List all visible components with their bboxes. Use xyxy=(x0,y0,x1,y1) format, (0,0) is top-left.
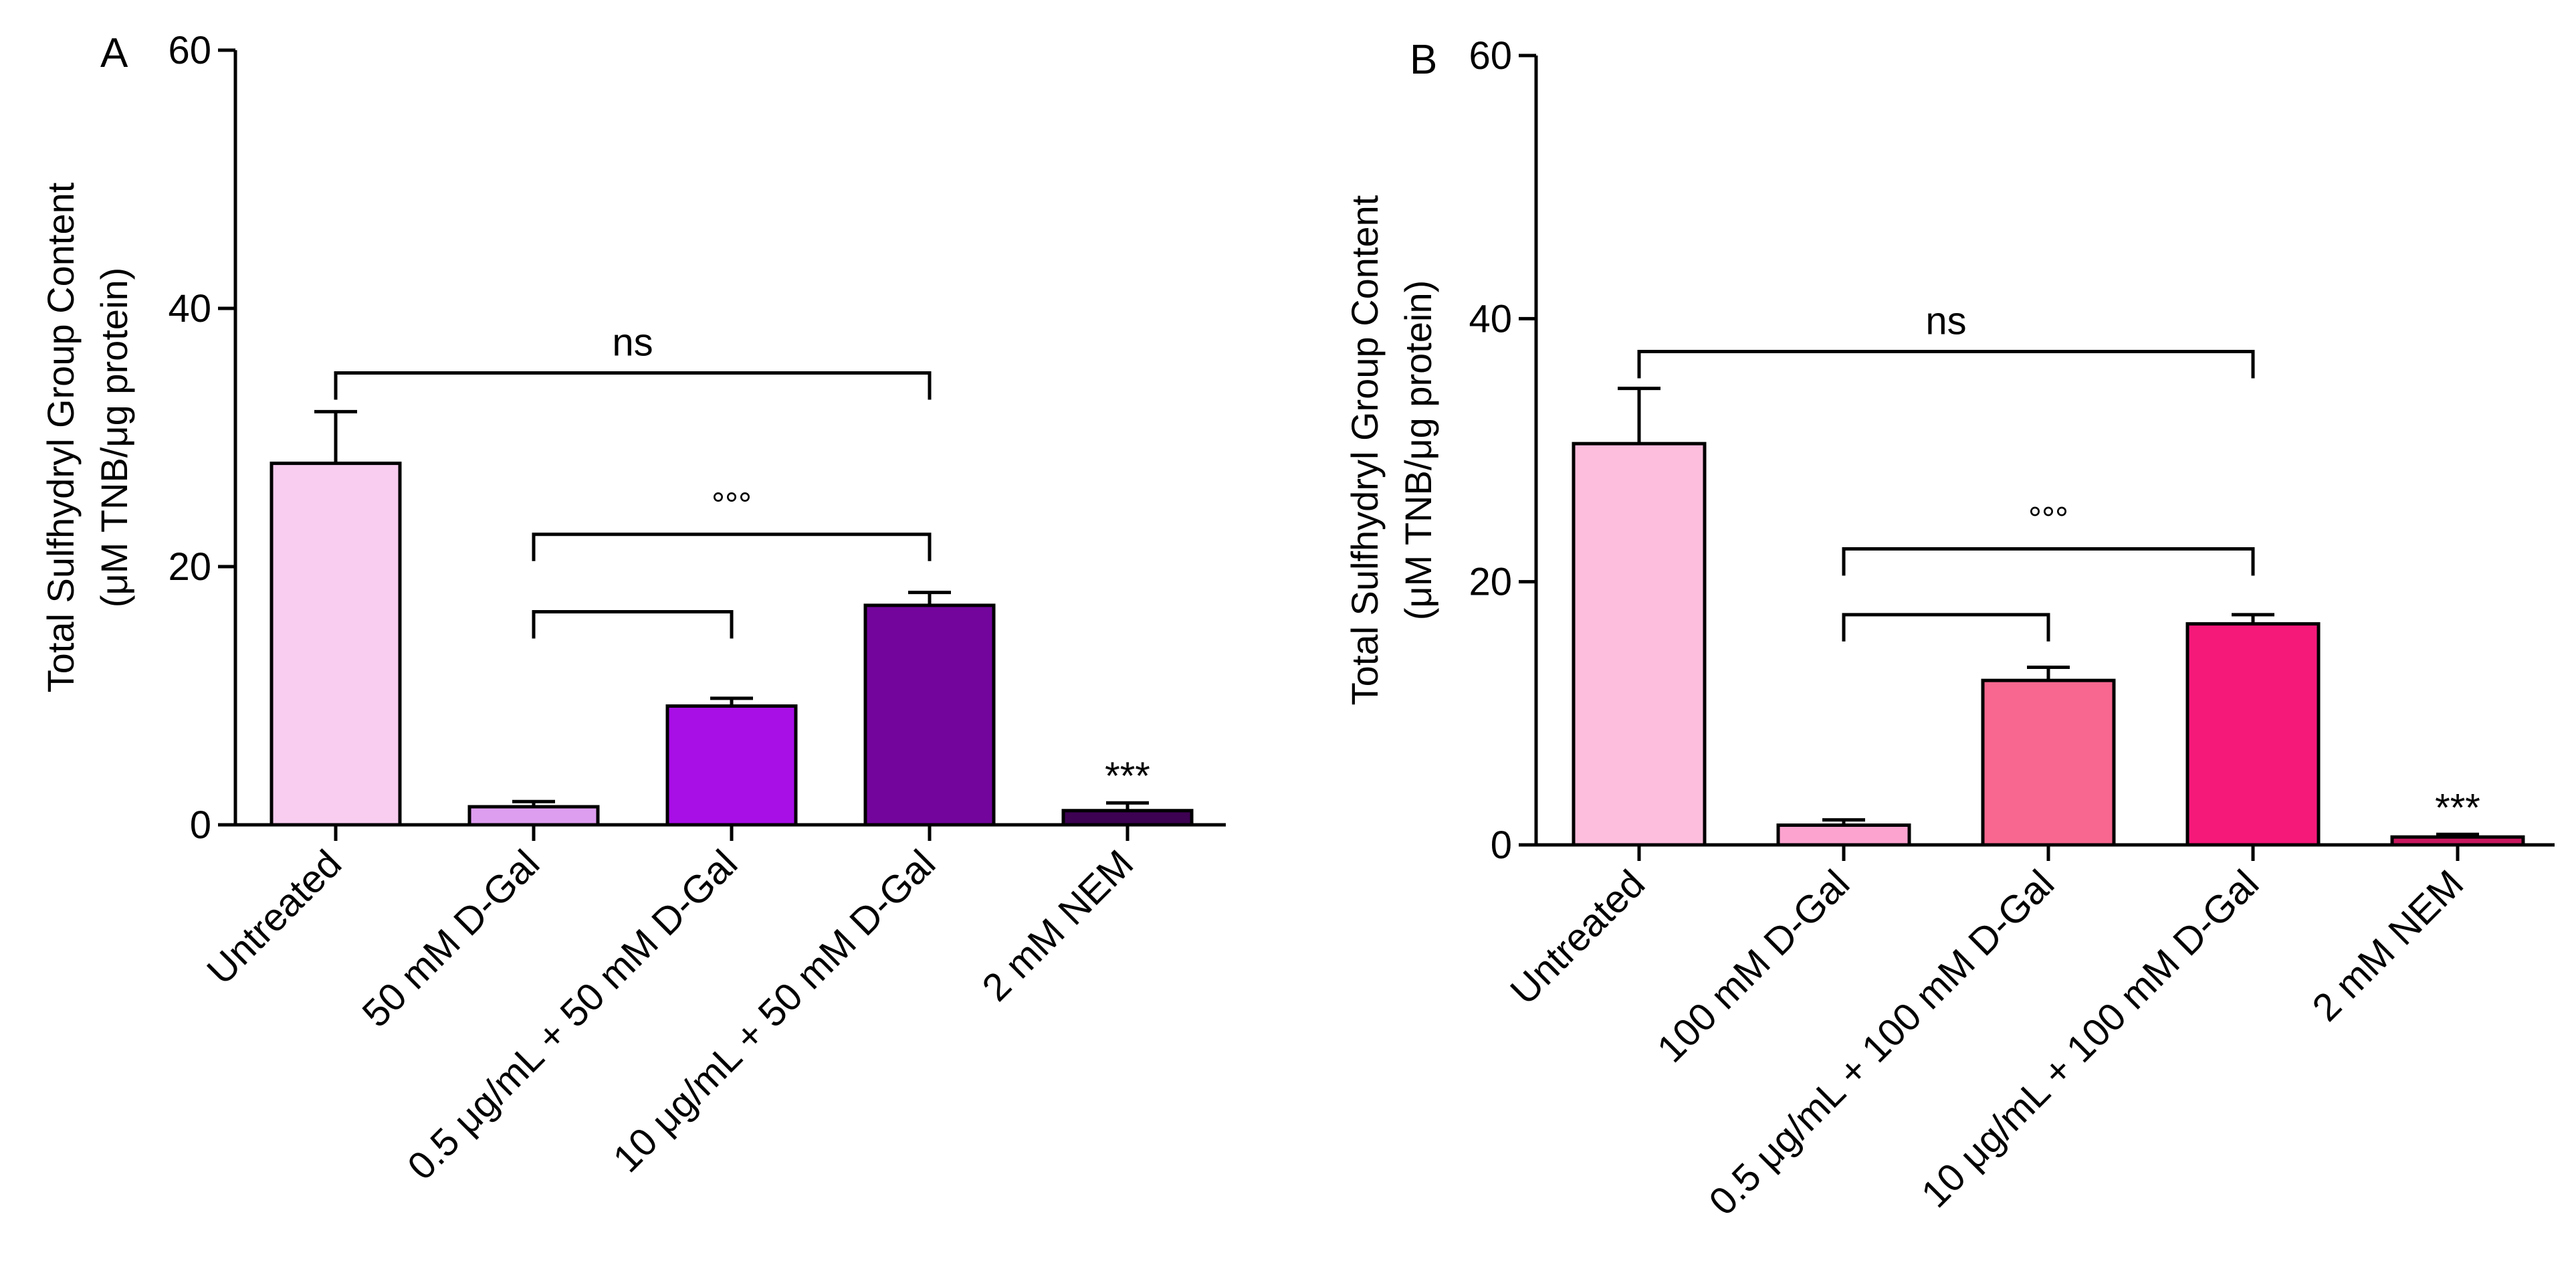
significance-label: *** xyxy=(2435,786,2480,829)
x-category-label: 100 mM D-Gal xyxy=(1649,862,1858,1071)
x-category-label: 2 mM NEM xyxy=(2304,862,2472,1030)
y-tick-label: 20 xyxy=(168,545,211,589)
y-tick-label: 60 xyxy=(1469,34,1512,78)
y-tick-label: 0 xyxy=(1491,823,1512,867)
bracket-label: ns xyxy=(1925,300,1966,343)
significance-bracket xyxy=(532,610,734,639)
bar xyxy=(2185,622,2321,847)
panel-letter: B xyxy=(1410,37,1437,83)
bracket-label: ns xyxy=(612,321,653,365)
y-tick-label: 20 xyxy=(1469,561,1512,604)
significance-label: *** xyxy=(1105,755,1150,798)
chart-panel-a: A Total Sulfhydryl Group Content (μM TNB/μ… xyxy=(39,29,1226,1188)
y-tick-label: 60 xyxy=(168,29,211,72)
x-category-label: 2 mM NEM xyxy=(974,842,1142,1009)
bar xyxy=(2390,835,2525,847)
x-category-label: Untreated xyxy=(1502,862,1653,1013)
bar xyxy=(1776,823,1911,847)
chart-panel-b: B Total Sulfhydryl Group Content (μM TNB/μ… xyxy=(1344,34,2555,1224)
bar xyxy=(1061,809,1194,827)
x-category-label: 10 μg/mL + 100 mM D-Gal xyxy=(1913,862,2268,1216)
y-axis-title-line2: (μM TNB/μg protein) xyxy=(1397,280,1439,621)
bracket-label: °°° xyxy=(712,486,752,523)
y-axis-title-line1: Total Sulfhydryl Group Content xyxy=(1344,195,1386,705)
x-category-label: 50 mM D-Gal xyxy=(354,842,548,1036)
bar xyxy=(1572,442,1707,847)
significance-bracket xyxy=(1842,547,2255,576)
y-axis-title-line2: (μM TNB/μg protein) xyxy=(93,268,135,608)
significance-bracket xyxy=(532,532,932,561)
y-tick-label: 40 xyxy=(1469,297,1512,340)
bar xyxy=(1981,678,2116,847)
bar xyxy=(467,805,600,827)
bar xyxy=(665,704,798,827)
y-tick-label: 40 xyxy=(168,287,211,330)
y-tick-label: 0 xyxy=(190,803,211,847)
x-category-label: Untreated xyxy=(199,842,350,993)
bar xyxy=(270,462,402,827)
x-category-label: 0.5 μg/mL + 50 mM D-Gal xyxy=(399,842,746,1188)
x-category-label: 0.5 μg/mL + 100 mM D-Gal xyxy=(1701,862,2062,1224)
y-axis-title-line1: Total Sulfhydryl Group Content xyxy=(39,182,82,692)
bar xyxy=(863,603,996,827)
significance-bracket xyxy=(1842,613,2050,642)
significance-bracket xyxy=(1637,350,2255,379)
panel-letter: A xyxy=(100,30,128,76)
significance-bracket xyxy=(334,371,932,400)
x-category-label: 10 μg/mL + 50 mM D-Gal xyxy=(605,842,944,1181)
bracket-label: °°° xyxy=(2028,500,2068,538)
